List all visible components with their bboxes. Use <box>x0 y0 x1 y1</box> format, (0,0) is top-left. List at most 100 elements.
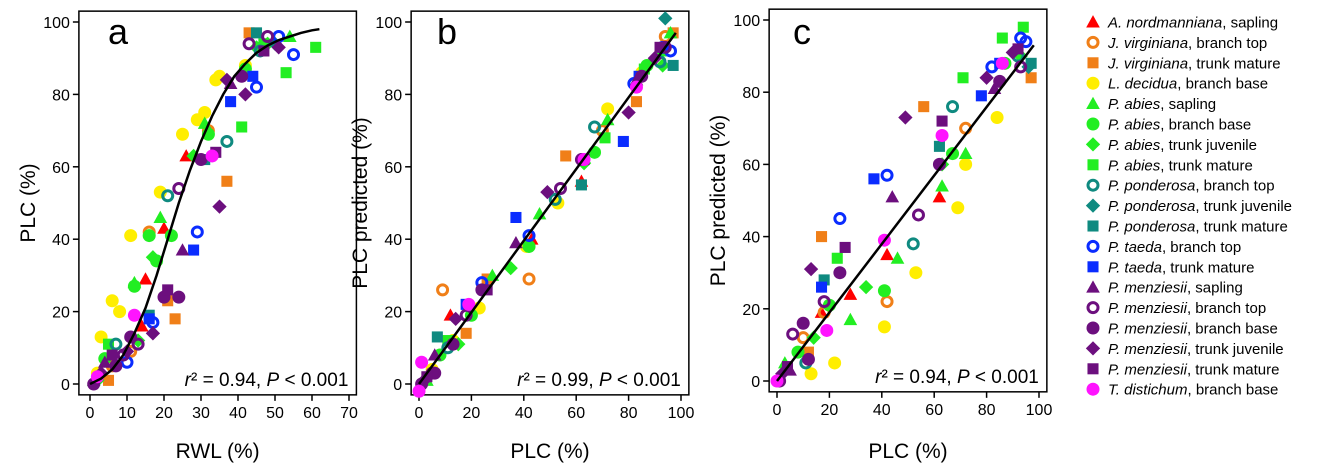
data-point <box>1025 72 1037 84</box>
data-point <box>935 179 949 192</box>
data-point <box>816 231 828 243</box>
fit-line <box>89 27 320 386</box>
y-tick-label: 100 <box>733 13 760 30</box>
x-axis-title: PLC (%) <box>868 440 947 463</box>
legend-label: P. menziesii, branch top <box>1108 300 1266 317</box>
legend-species: P. menziesii <box>1108 300 1188 317</box>
y-axis-title: PLC predicted (%) <box>707 115 730 287</box>
data-point <box>194 153 208 167</box>
x-tick-label: 20 <box>821 402 839 419</box>
legend-marker <box>1087 159 1099 171</box>
data-point <box>503 261 518 276</box>
legend-label: P. taeda, trunk mature <box>1108 259 1255 276</box>
panel-letter: b <box>437 11 457 52</box>
data-point <box>287 48 300 62</box>
data-point <box>261 29 275 43</box>
data-point <box>817 295 831 309</box>
legend-species: P. ponderosa <box>1108 198 1195 215</box>
stat-r2-prefix: r <box>185 370 192 391</box>
data-point <box>460 327 472 339</box>
data-point <box>172 290 186 304</box>
legend-species: L. decidua <box>1108 76 1177 93</box>
legend-label: P. menziesii, trunk mature <box>1108 361 1279 378</box>
data-point <box>236 121 248 133</box>
legend-label: P. ponderosa, trunk mature <box>1108 219 1288 236</box>
data-point <box>667 59 679 71</box>
data-point <box>588 120 602 134</box>
plot-frame <box>78 10 358 396</box>
legend-marker <box>1085 341 1101 356</box>
legend-species: J. virginiana <box>1107 55 1188 72</box>
legend-species: A. nordmanniana <box>1107 15 1222 32</box>
legend-label: P. abies, trunk mature <box>1108 157 1253 174</box>
legend-entry: P. menziesii, branch top <box>1086 300 1266 317</box>
x-tick-label: 70 <box>340 405 358 422</box>
panel-letter: c <box>793 11 811 52</box>
data-point <box>877 284 891 298</box>
data-point <box>143 313 155 325</box>
data-point <box>898 110 913 125</box>
legend-entry: P. abies, branch base <box>1086 117 1251 134</box>
data-point <box>909 266 923 280</box>
legend-marker <box>1086 76 1100 90</box>
y-tick-label: 100 <box>43 15 70 32</box>
data-point <box>843 312 858 326</box>
legend-part: , branch top <box>1195 178 1274 195</box>
data-point <box>421 371 433 383</box>
data-point <box>959 157 973 171</box>
stat-annotation: r² = 0.99, P < 0.001 <box>517 370 681 391</box>
legend-marker <box>1086 382 1100 396</box>
data-point <box>205 149 219 163</box>
legend-marker <box>1086 96 1100 110</box>
legend-marker <box>1086 239 1100 253</box>
data-point <box>142 229 156 243</box>
data-point <box>885 190 900 203</box>
data-point <box>175 243 190 256</box>
legend-label: P. abies, trunk juvenile <box>1108 137 1257 154</box>
data-point <box>448 311 463 326</box>
x-tick-label: 60 <box>567 405 585 422</box>
legend-part: , trunk juvenile <box>1187 341 1284 358</box>
data-point <box>553 182 567 196</box>
data-point <box>932 157 946 171</box>
legend-label: P. menziesii, branch base <box>1108 321 1278 338</box>
x-tick-label: 0 <box>415 405 424 422</box>
legend-part: , branch base <box>1187 382 1278 399</box>
data-point <box>833 266 847 280</box>
data-point <box>161 189 175 203</box>
data-point <box>271 40 286 55</box>
stat-annotation: r² = 0.94, P < 0.001 <box>185 370 349 391</box>
x-tick-label: 10 <box>118 405 136 422</box>
data-point <box>540 184 555 200</box>
y-axis-title: PLC predicted (%) <box>349 117 372 289</box>
legend-entry: P. abies, trunk juvenile <box>1085 137 1257 154</box>
data-point <box>975 90 987 102</box>
x-tick-label: 60 <box>303 405 321 422</box>
data-point <box>258 38 270 50</box>
data-point <box>190 225 204 239</box>
data-point <box>804 367 818 381</box>
legend-species: P. ponderosa <box>1108 178 1195 195</box>
data-point <box>522 229 536 243</box>
legend-marker <box>1086 15 1100 28</box>
legend-part: , branch base <box>1177 76 1268 93</box>
data-point <box>877 320 891 334</box>
x-axis-title: PLC (%) <box>510 440 589 463</box>
legend-entry: P. taeda, branch top <box>1086 239 1241 256</box>
panel-c: 0 20 40 60 80 100 0 20 40 60 80 100 PLC (%) PLC predi… <box>707 8 1052 463</box>
data-point <box>575 179 587 191</box>
data-point <box>221 175 233 187</box>
data-point <box>109 337 123 351</box>
panel-b: 0 20 40 60 80 100 0 20 40 60 80 100 PLC (%) PLC predi… <box>349 10 694 463</box>
y-tick-label: 0 <box>61 377 70 394</box>
x-tick-label: 50 <box>266 405 284 422</box>
data-point <box>145 250 161 265</box>
legend-part: , branch top <box>1188 35 1267 52</box>
legend-entry: P. ponderosa, branch top <box>1086 178 1275 195</box>
data-point <box>258 45 270 57</box>
data-point <box>153 210 168 223</box>
data-point <box>816 281 828 293</box>
y-tick-label: 0 <box>393 377 402 394</box>
legend-part: , trunk juvenile <box>1160 137 1257 154</box>
